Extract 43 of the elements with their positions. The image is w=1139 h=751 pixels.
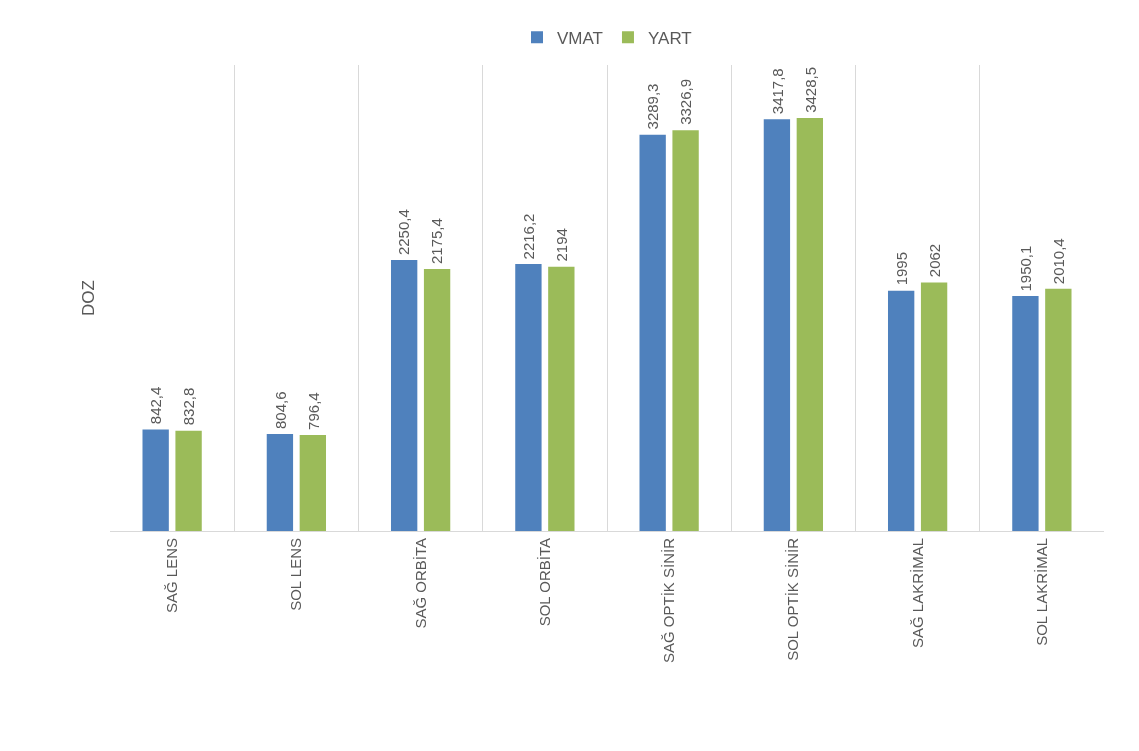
- data-label: 2194: [553, 228, 571, 262]
- data-label: 1950,1: [1017, 245, 1035, 292]
- data-label: 832,8: [179, 387, 197, 426]
- bar: [1045, 288, 1072, 531]
- bar: [920, 282, 948, 531]
- x-tick-label: SOL LENS: [287, 538, 305, 611]
- data-label: 3428,5: [801, 66, 819, 113]
- x-tick-label: SOL ORBİTA: [535, 538, 553, 627]
- bar: [887, 290, 915, 531]
- x-tick-label: SAĞ OPTİK SİNİR: [660, 537, 678, 664]
- x-tick-label: SOL OPTİK SİNİR: [784, 537, 802, 661]
- legend-label: VMAT: [557, 28, 603, 48]
- bar: [672, 130, 699, 531]
- bar: [390, 259, 418, 531]
- data-label: 842,4: [147, 386, 165, 425]
- bar: [423, 268, 451, 531]
- bar: [1012, 296, 1039, 531]
- bar: [763, 119, 791, 531]
- x-tick-label: SOL LAKRİMAL: [1032, 538, 1050, 646]
- data-label: 3417,8: [768, 68, 786, 115]
- bar: [142, 429, 169, 531]
- data-label: 2216,2: [520, 213, 538, 260]
- bar: [299, 435, 327, 531]
- data-label: 2010,4: [1049, 238, 1067, 285]
- data-label: 2175,4: [428, 218, 446, 265]
- x-tick-label: SAĞ LENS: [163, 538, 181, 614]
- data-label: 2062: [925, 243, 943, 278]
- data-label: 1995: [892, 251, 910, 286]
- bar: [266, 434, 294, 531]
- bar: [515, 264, 542, 531]
- y-axis-title: DOZ: [78, 280, 98, 316]
- data-label: 796,4: [304, 392, 322, 430]
- data-label: 2250,4: [395, 209, 413, 256]
- data-label: 3289,3: [643, 83, 661, 130]
- legend-label: YART: [647, 28, 692, 48]
- bar: [796, 118, 824, 531]
- x-tick-label: SAĞ ORBİTA: [411, 538, 429, 629]
- data-label: 3326,9: [677, 78, 695, 125]
- bar: [639, 134, 666, 531]
- data-label: 804,6: [271, 391, 289, 429]
- bar: [548, 266, 575, 531]
- x-tick-label: SAĞ LAKRİMAL: [908, 538, 926, 649]
- bar: [175, 430, 202, 531]
